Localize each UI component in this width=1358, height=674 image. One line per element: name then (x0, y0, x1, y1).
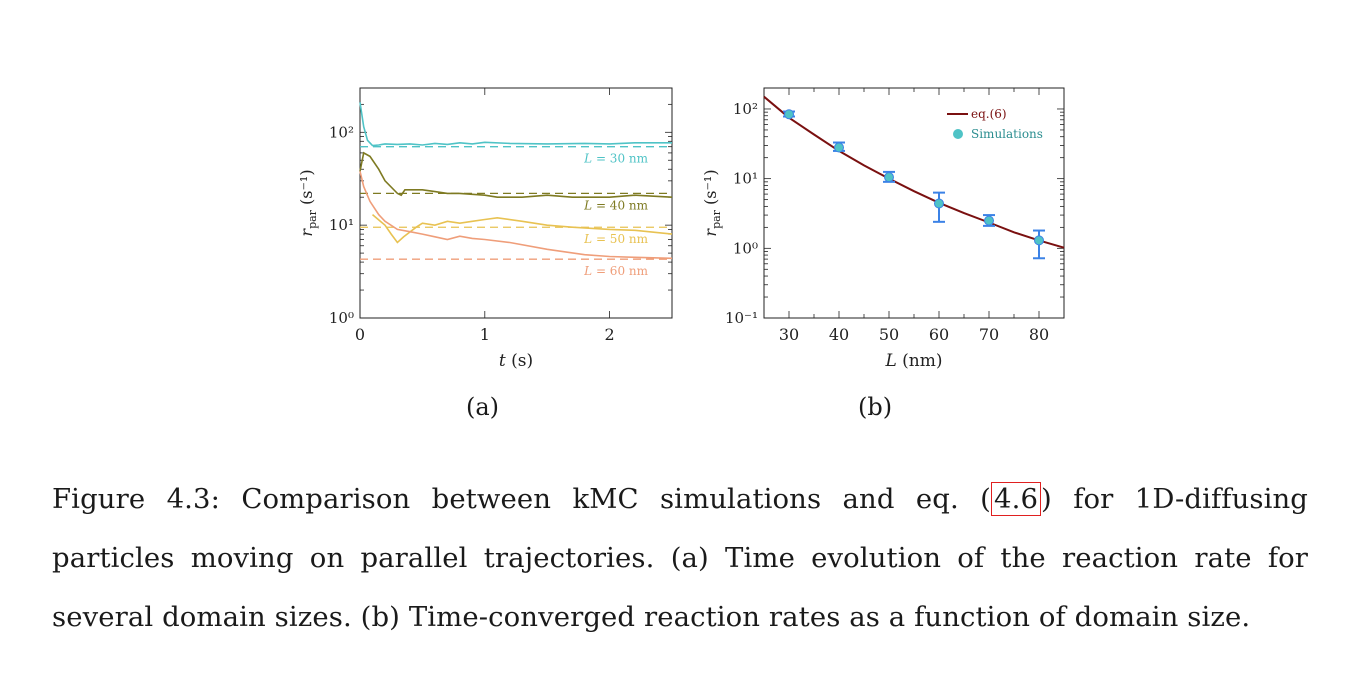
chart-b-sim-point-3 (934, 198, 944, 209)
caption-ref-link[interactable]: 4.6 (991, 482, 1042, 516)
chart-a-series-label-2: L = 50 nm (583, 232, 648, 246)
chart-b-x-tick-label: 30 (779, 325, 799, 344)
chart-a-x-tick-label: 2 (605, 325, 615, 344)
chart-a-series-line-0 (359, 102, 672, 147)
chart-a-series-label-0: L = 30 nm (583, 152, 648, 166)
chart-b-x-tick-label: 60 (929, 325, 949, 344)
chart-b-y-tick-label: 10⁰ (733, 239, 758, 257)
chart-b-x-axis-label: L (nm) (884, 351, 942, 371)
chart-a-series-line-1 (359, 151, 673, 198)
chart-b-x-tick-label: 80 (1029, 325, 1049, 344)
subfigure-label-a: (a) (466, 393, 500, 421)
chart-a-plot-frame (359, 87, 673, 319)
chart-b-sim-point-4 (984, 215, 994, 226)
chart-a-y-axis-label: rpar (s⁻¹) (297, 169, 319, 236)
chart-b-sim-point-2 (884, 172, 894, 183)
chart-b-y-tick-label: 10⁻¹ (725, 309, 758, 327)
chart-b-plot-frame (763, 87, 1065, 319)
caption-after-ref: ) for 1D-diffusing particles moving on p… (52, 483, 1308, 633)
chart-b-sim-point-0 (784, 109, 794, 120)
chart-a-x-axis-label: t (s) (499, 351, 533, 371)
chart-b-model-line (763, 95, 1065, 249)
chart-b-x-tick-label: 40 (829, 325, 849, 344)
chart-b-legend-model-label: eq.(6) (971, 107, 1007, 121)
chart-a-series-line-3 (359, 171, 673, 260)
chart-b-sim-point-5 (1034, 235, 1044, 246)
chart-b-y-axis-label: rpar (s⁻¹) (701, 169, 723, 236)
chart-b-legend-sim-label: Simulations (971, 127, 1043, 141)
caption-before-ref: Figure 4.3: Comparison between kMC simul… (52, 483, 991, 515)
chart-a-series-line-2 (371, 213, 673, 244)
chart-a-x-tick-label: 1 (480, 325, 490, 344)
chart-b-legend-sim-swatch (953, 129, 963, 139)
chart-a-series-label-3: L = 60 nm (583, 264, 648, 278)
subfigure-label-b: (b) (858, 393, 893, 421)
chart-b-y-tick-label: 10² (733, 100, 758, 118)
chart-b-y-tick-label: 10¹ (733, 170, 758, 188)
chart-b-x-tick-label: 50 (879, 325, 899, 344)
chart-a-y-tick-label: 10² (329, 123, 354, 141)
chart-b-sim-point-1 (834, 142, 844, 153)
figure-caption: Figure 4.3: Comparison between kMC simul… (52, 470, 1308, 647)
chart-a-x-tick-label: 0 (355, 325, 365, 344)
chart-a-y-tick-label: 10⁰ (329, 309, 354, 327)
chart-b-x-tick-label: 70 (979, 325, 999, 344)
chart-a-y-tick-label: 10¹ (329, 216, 354, 234)
chart-a-series-label-1: L = 40 nm (583, 198, 648, 212)
